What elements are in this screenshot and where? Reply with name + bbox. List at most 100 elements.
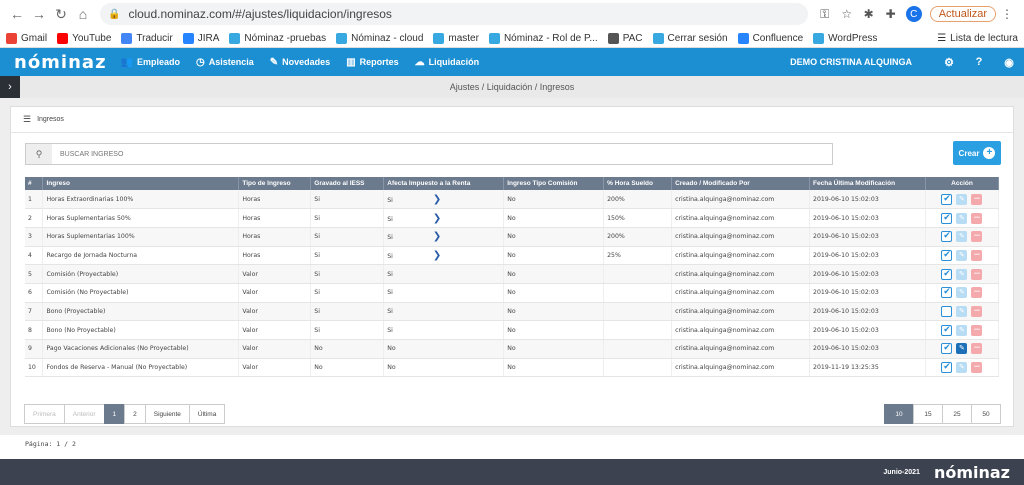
sidebar-toggle-icon[interactable]: ›: [0, 76, 20, 98]
edit-icon[interactable]: ✎: [956, 324, 968, 336]
column-header[interactable]: % Hora Sueldo: [603, 177, 673, 190]
table-row[interactable]: 9 Pago Vacaciones Adicionales (No Proyect…: [25, 339, 1000, 359]
delete-icon[interactable]: −: [971, 305, 983, 317]
table-row[interactable]: 6 Comisión (No Proyectable) Valor Si Si No cri…: [25, 283, 1000, 303]
edit-icon[interactable]: ✎: [956, 193, 968, 205]
app-logo[interactable]: nóminaz: [14, 51, 107, 73]
edit-icon[interactable]: ✎: [956, 212, 968, 224]
bookmark-item[interactable]: master: [433, 32, 479, 44]
table-row[interactable]: 7 Bono (Proyectable) Valor Si Si No cristina.a…: [25, 302, 1000, 322]
column-header[interactable]: Creado / Modificado Por: [671, 177, 811, 190]
puzzle-icon[interactable]: ✚: [885, 7, 896, 21]
prev-page-button[interactable]: Anterior: [63, 404, 105, 424]
settings-icon[interactable]: ⚙: [944, 56, 954, 69]
page-1-button[interactable]: 1: [103, 404, 126, 424]
table-row[interactable]: 1 Horas Extraordinarias 100% Horas Si Si ❯ No 2…: [25, 190, 1000, 210]
checked-checkbox-icon[interactable]: ✔: [941, 268, 953, 280]
bookmark-item[interactable]: Traducir: [121, 32, 173, 44]
column-header[interactable]: Tipo de Ingreso: [238, 177, 312, 190]
edit-icon[interactable]: ✎: [956, 305, 968, 317]
delete-icon[interactable]: −: [971, 249, 983, 261]
column-header[interactable]: #: [25, 177, 44, 190]
table-row[interactable]: 10 Fondos de Reserva - Manual (No Proyect…: [25, 358, 1000, 378]
reload-icon[interactable]: ↻: [55, 5, 67, 22]
bookmark-item[interactable]: Cerrar sesión: [652, 32, 728, 44]
checked-checkbox-icon[interactable]: ✔: [941, 193, 953, 205]
edit-icon[interactable]: ✎: [956, 231, 968, 243]
checked-checkbox-icon[interactable]: ✔: [941, 287, 953, 299]
column-header[interactable]: Ingreso: [42, 177, 240, 190]
table-row[interactable]: 8 Bono (No Proyectable) Valor Si Si No cristin…: [25, 320, 1000, 340]
nav-asistencia[interactable]: ◷ Asistencia: [196, 56, 254, 68]
delete-icon[interactable]: −: [971, 231, 983, 243]
reading-list[interactable]: ☰ Lista de lectura: [937, 33, 1018, 44]
column-header[interactable]: Afecta Impuesto a la Renta: [383, 177, 505, 190]
delete-icon[interactable]: −: [971, 362, 983, 374]
checkbox-icon[interactable]: [941, 305, 953, 317]
search-input[interactable]: [52, 150, 832, 158]
bookmark-item[interactable]: JIRA: [182, 32, 219, 44]
star-icon[interactable]: ☆: [841, 7, 853, 21]
help-icon[interactable]: ?: [975, 56, 983, 68]
delete-icon[interactable]: −: [971, 212, 983, 224]
chevron-right-icon[interactable]: ❯: [432, 212, 442, 224]
bookmark-item[interactable]: Nóminaz - Rol de P...: [488, 32, 598, 44]
column-header[interactable]: Gravado al IESS: [310, 177, 385, 190]
create-button[interactable]: Crear +: [953, 141, 1001, 165]
edit-icon[interactable]: ✎: [956, 287, 968, 299]
bookmark-item[interactable]: PAC: [607, 32, 643, 44]
table-row[interactable]: 4 Recargo de Jornada Nocturna Horas Si Si ❯ No…: [25, 246, 1000, 266]
edit-icon[interactable]: ✎: [956, 362, 968, 374]
page-2-button[interactable]: 2: [124, 404, 146, 424]
edit-icon[interactable]: ✎: [956, 343, 968, 355]
table-row[interactable]: 3 Horas Suplementarias 100% Horas Si Si ❯ No 20…: [25, 227, 1000, 247]
next-page-button[interactable]: Siguiente: [144, 404, 190, 424]
first-page-button[interactable]: Primera: [24, 404, 65, 424]
nav-novedades[interactable]: ✎ Novedades: [269, 56, 331, 68]
table-row[interactable]: 5 Comisión (Proyectable) Valor Si Si No cristi…: [25, 264, 1000, 284]
user-name[interactable]: DEMO CRISTINA ALQUINGA: [790, 57, 912, 67]
checked-checkbox-icon[interactable]: ✔: [941, 231, 953, 243]
back-icon[interactable]: ←: [10, 6, 24, 22]
bookmark-item[interactable]: YouTube: [57, 32, 111, 44]
bookmark-item[interactable]: Confluence: [737, 32, 803, 44]
account-icon[interactable]: ◉: [1004, 56, 1014, 69]
column-header[interactable]: Ingreso Tipo Comisión: [503, 177, 605, 190]
chevron-right-icon[interactable]: ❯: [432, 193, 442, 205]
bookmark-item[interactable]: Nóminaz - cloud: [336, 32, 423, 44]
address-bar[interactable]: 🔒 cloud.nominaz.com/#/ajustes/liquidacion…: [100, 3, 808, 25]
bookmark-item[interactable]: Nóminaz -pruebas: [229, 32, 326, 44]
key-icon[interactable]: ⚿: [820, 6, 830, 21]
chevron-right-icon[interactable]: ❯: [432, 231, 442, 243]
checked-checkbox-icon[interactable]: ✔: [941, 212, 953, 224]
delete-icon[interactable]: −: [971, 287, 983, 299]
column-header[interactable]: Acción: [925, 177, 1000, 190]
delete-icon[interactable]: −: [971, 324, 983, 336]
update-button[interactable]: Actualizar: [929, 6, 996, 22]
extension-icon[interactable]: ✱: [863, 7, 874, 21]
nav-liquidacion[interactable]: ☁ Liquidación: [414, 56, 480, 68]
page-size-10[interactable]: 10: [884, 404, 914, 424]
last-page-button[interactable]: Última: [188, 404, 226, 424]
delete-icon[interactable]: −: [971, 343, 983, 355]
nav-reportes[interactable]: ▥ Reportes: [346, 56, 399, 68]
chevron-right-icon[interactable]: ❯: [432, 249, 442, 261]
nav-empleado[interactable]: 👥 Empleado: [120, 56, 181, 68]
checked-checkbox-icon[interactable]: ✔: [941, 324, 953, 336]
edit-icon[interactable]: ✎: [956, 268, 968, 280]
table-row[interactable]: 2 Horas Suplementarias 50% Horas Si Si ❯ No 150…: [25, 208, 1000, 228]
column-header[interactable]: Fecha Última Modificación: [809, 177, 926, 190]
page-size-25[interactable]: 25: [942, 404, 972, 424]
profile-avatar[interactable]: C: [905, 6, 922, 22]
edit-icon[interactable]: ✎: [956, 249, 968, 261]
bookmark-item[interactable]: Gmail: [6, 32, 47, 44]
delete-icon[interactable]: −: [971, 193, 983, 205]
checked-checkbox-icon[interactable]: ✔: [941, 249, 953, 261]
checked-checkbox-icon[interactable]: ✔: [941, 343, 953, 355]
home-icon[interactable]: ⌂: [78, 6, 88, 22]
delete-icon[interactable]: −: [971, 268, 983, 280]
page-size-50[interactable]: 50: [971, 404, 1001, 424]
bookmark-item[interactable]: WordPress: [813, 32, 877, 44]
page-size-15[interactable]: 15: [913, 404, 943, 424]
menu-icon[interactable]: ⋮: [1001, 7, 1013, 21]
